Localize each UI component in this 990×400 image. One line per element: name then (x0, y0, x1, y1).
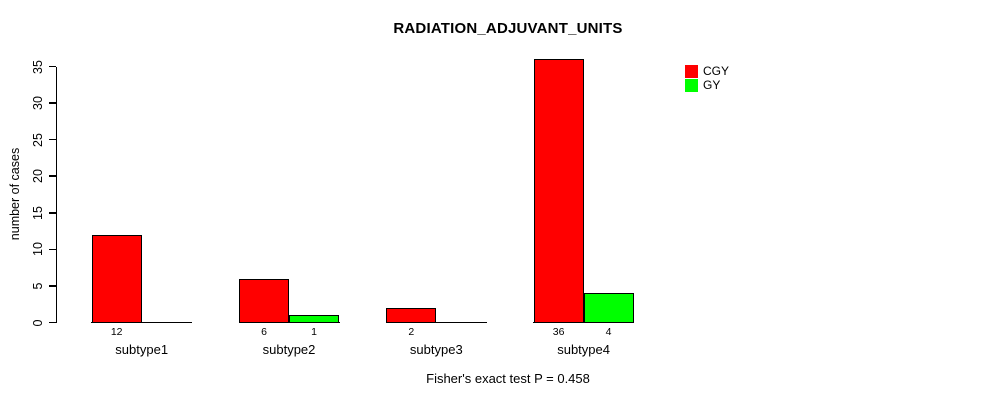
group-baseline (91, 321, 193, 324)
bar-cgy-subtype3 (386, 307, 437, 324)
footer-note: Fisher's exact test P = 0.458 (426, 371, 590, 386)
bar-value-label: 1 (311, 325, 317, 338)
legend-item-cgy: CGY (685, 64, 729, 78)
y-axis-label: number of cases (7, 147, 22, 241)
legend-swatch-cgy (685, 64, 698, 78)
y-tick-mark (48, 65, 56, 68)
bar-cgy-subtype4 (533, 59, 584, 324)
legend-label: CGY (703, 64, 730, 78)
category-label-subtype2: subtype2 (262, 341, 316, 357)
chart-title: RADIATION_ADJUVANT_UNITS (393, 20, 623, 37)
bar-gy-subtype4 (583, 293, 634, 324)
group-baseline (385, 321, 487, 324)
category-label-subtype3: subtype3 (409, 341, 463, 357)
y-tick-mark (48, 212, 56, 214)
y-tick-label: 25 (30, 132, 45, 147)
legend-label: GY (703, 78, 721, 92)
y-tick-mark (48, 285, 56, 287)
y-tick-label: 0 (30, 319, 45, 326)
bar-value-label: 4 (605, 325, 612, 338)
legend: CGY GY (685, 64, 729, 92)
y-tick-label: 5 (30, 282, 45, 290)
y-tick-mark (48, 248, 56, 251)
legend-swatch-gy (685, 78, 698, 92)
y-tick-mark (48, 102, 56, 104)
y-tick-mark (48, 321, 56, 324)
bar-gy-subtype2 (289, 315, 339, 324)
y-tick-label: 35 (30, 59, 45, 74)
y-tick-mark (48, 175, 56, 177)
bar-cgy-subtype1 (91, 234, 142, 324)
legend-item-gy: GY (685, 78, 729, 92)
bar-value-label: 36 (552, 325, 565, 338)
bar-cgy-subtype2 (239, 278, 289, 324)
category-label-subtype1: subtype1 (115, 341, 169, 357)
bar-value-label: 2 (408, 325, 415, 338)
y-tick-label: 30 (30, 96, 45, 111)
y-tick-label: 20 (30, 169, 45, 184)
y-axis-line (55, 66, 57, 324)
category-label-subtype4: subtype4 (557, 341, 610, 357)
y-tick-label: 15 (30, 205, 45, 220)
y-tick-mark (48, 138, 56, 141)
bar-value-label: 12 (110, 325, 123, 338)
bar-value-label: 6 (261, 325, 267, 338)
y-tick-label: 10 (30, 242, 45, 257)
